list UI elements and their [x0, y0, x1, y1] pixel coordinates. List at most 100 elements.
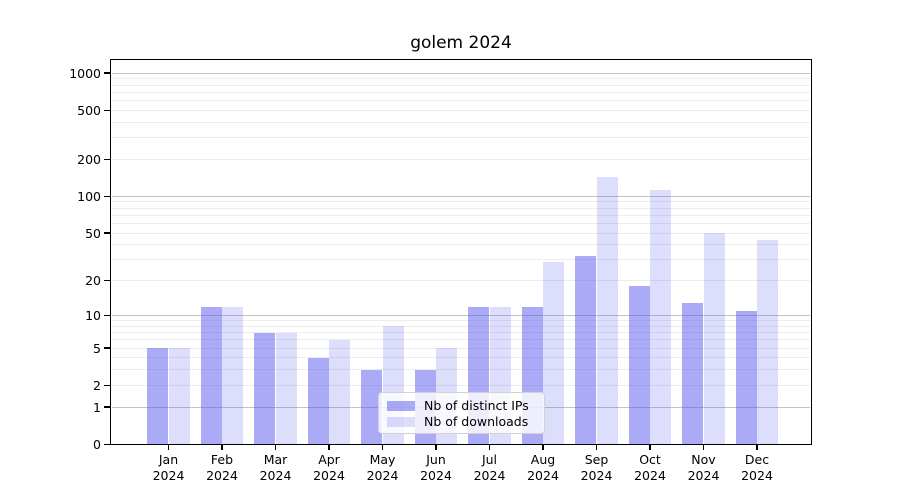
legend-swatch-downloads — [387, 416, 415, 427]
y-tick-label: 100 — [77, 188, 101, 204]
bar-distinct-ips — [254, 332, 276, 445]
gridline-minor — [112, 347, 810, 349]
x-tick-label: Aug 2024 — [527, 452, 559, 484]
y-tick-label: 1 — [93, 399, 101, 415]
gridline-minor — [112, 325, 810, 327]
bar-downloads — [275, 332, 297, 445]
y-axis-tick — [104, 195, 111, 198]
y-tick-label: 0 — [93, 436, 101, 452]
gridline-minor — [112, 259, 810, 261]
x-axis-tick — [595, 444, 598, 451]
x-axis-tick — [756, 444, 758, 451]
gridline-minor — [112, 109, 810, 111]
y-axis-tick — [104, 347, 111, 349]
y-axis-tick — [104, 406, 111, 408]
x-tick-label: Feb 2024 — [206, 452, 238, 484]
x-axis-tick — [381, 444, 384, 451]
y-tick-label: 500 — [77, 102, 101, 118]
bar-downloads — [757, 239, 779, 445]
bar-distinct-ips — [682, 302, 704, 445]
y-tick-label: 20 — [85, 273, 101, 289]
x-tick-label: May 2024 — [366, 452, 399, 484]
gridline-minor — [112, 384, 810, 386]
y-axis-tick — [104, 109, 111, 112]
x-axis-tick — [488, 444, 491, 451]
x-axis-tick — [221, 444, 223, 451]
bar-distinct-ips — [361, 369, 383, 445]
y-tick-label: 50 — [85, 225, 101, 241]
x-axis-tick — [542, 444, 544, 451]
x-tick-label: Oct 2024 — [634, 452, 666, 484]
x-axis-tick — [435, 444, 437, 451]
legend-item-distinct-ips: Nb of distinct IPs — [387, 398, 536, 413]
y-axis-tick — [104, 314, 111, 317]
legend-label-distinct-ips: Nb of distinct IPs — [424, 398, 529, 413]
bar-downloads — [650, 189, 672, 445]
legend-label-downloads: Nb of downloads — [424, 414, 529, 429]
y-axis-tick — [104, 232, 111, 234]
gridline-minor — [112, 357, 810, 359]
gridline-minor — [112, 222, 810, 224]
bar-downloads — [222, 306, 244, 445]
bar-downloads — [703, 233, 725, 445]
gridline-minor — [112, 369, 810, 371]
y-tick-label: 2 — [93, 377, 101, 393]
bar-downloads — [329, 339, 351, 445]
x-axis-tick — [702, 444, 705, 451]
x-tick-label: Jun 2024 — [420, 452, 452, 484]
gridline-minor — [112, 158, 810, 160]
gridline-minor — [112, 332, 810, 334]
gridline-minor — [112, 320, 810, 322]
x-axis-tick — [274, 444, 277, 451]
y-axis-tick — [104, 280, 111, 282]
x-tick-label: Jul 2024 — [473, 452, 506, 484]
y-tick-label: 10 — [85, 307, 101, 323]
gridline-minor — [112, 91, 810, 93]
y-axis-tick — [104, 443, 111, 445]
gridline-minor — [112, 207, 810, 209]
bar-distinct-ips — [147, 348, 169, 445]
y-tick-label: 1000 — [69, 65, 101, 81]
bar-distinct-ips — [735, 310, 757, 445]
gridline-minor — [112, 339, 810, 341]
legend-swatch-distinct-ips — [387, 400, 415, 411]
gridline-major — [112, 314, 810, 316]
gridline-minor — [112, 100, 810, 102]
gridline-minor — [112, 214, 810, 216]
x-axis-tick — [649, 444, 651, 451]
gridline-major — [112, 195, 810, 197]
gridline-minor — [112, 232, 810, 234]
bar-distinct-ips — [307, 357, 329, 445]
y-axis-tick — [104, 72, 111, 74]
bar-downloads — [596, 176, 618, 445]
x-axis-tick — [167, 444, 170, 451]
gridline-minor — [112, 121, 810, 123]
bar-distinct-ips — [628, 286, 650, 445]
gridline-minor — [112, 201, 810, 203]
legend: Nb of distinct IPs Nb of downloads — [378, 392, 545, 434]
y-tick-label: 200 — [77, 151, 101, 167]
x-tick-label: Mar 2024 — [259, 452, 292, 484]
gridline-minor — [112, 137, 810, 139]
gridline-minor — [112, 280, 810, 282]
chart-title: golem 2024 — [410, 33, 512, 53]
bar-downloads — [168, 348, 190, 445]
bar-downloads — [543, 261, 565, 445]
x-tick-label: Nov 2024 — [687, 452, 720, 484]
x-tick-label: Apr 2024 — [313, 452, 345, 484]
y-axis-tick — [104, 158, 111, 161]
gridline-minor — [112, 84, 810, 86]
x-tick-label: Dec 2024 — [741, 452, 773, 484]
gridline-minor — [112, 78, 810, 80]
x-tick-label: Jan 2024 — [152, 452, 185, 484]
y-axis-tick — [104, 384, 111, 386]
gridline-minor — [112, 244, 810, 246]
gridline-major — [112, 72, 810, 74]
bar-distinct-ips — [575, 256, 597, 445]
legend-item-downloads: Nb of downloads — [387, 414, 536, 429]
x-axis-tick — [328, 444, 330, 451]
x-tick-label: Sep 2024 — [580, 452, 613, 484]
bar-distinct-ips — [200, 306, 222, 445]
y-tick-label: 5 — [93, 340, 101, 356]
